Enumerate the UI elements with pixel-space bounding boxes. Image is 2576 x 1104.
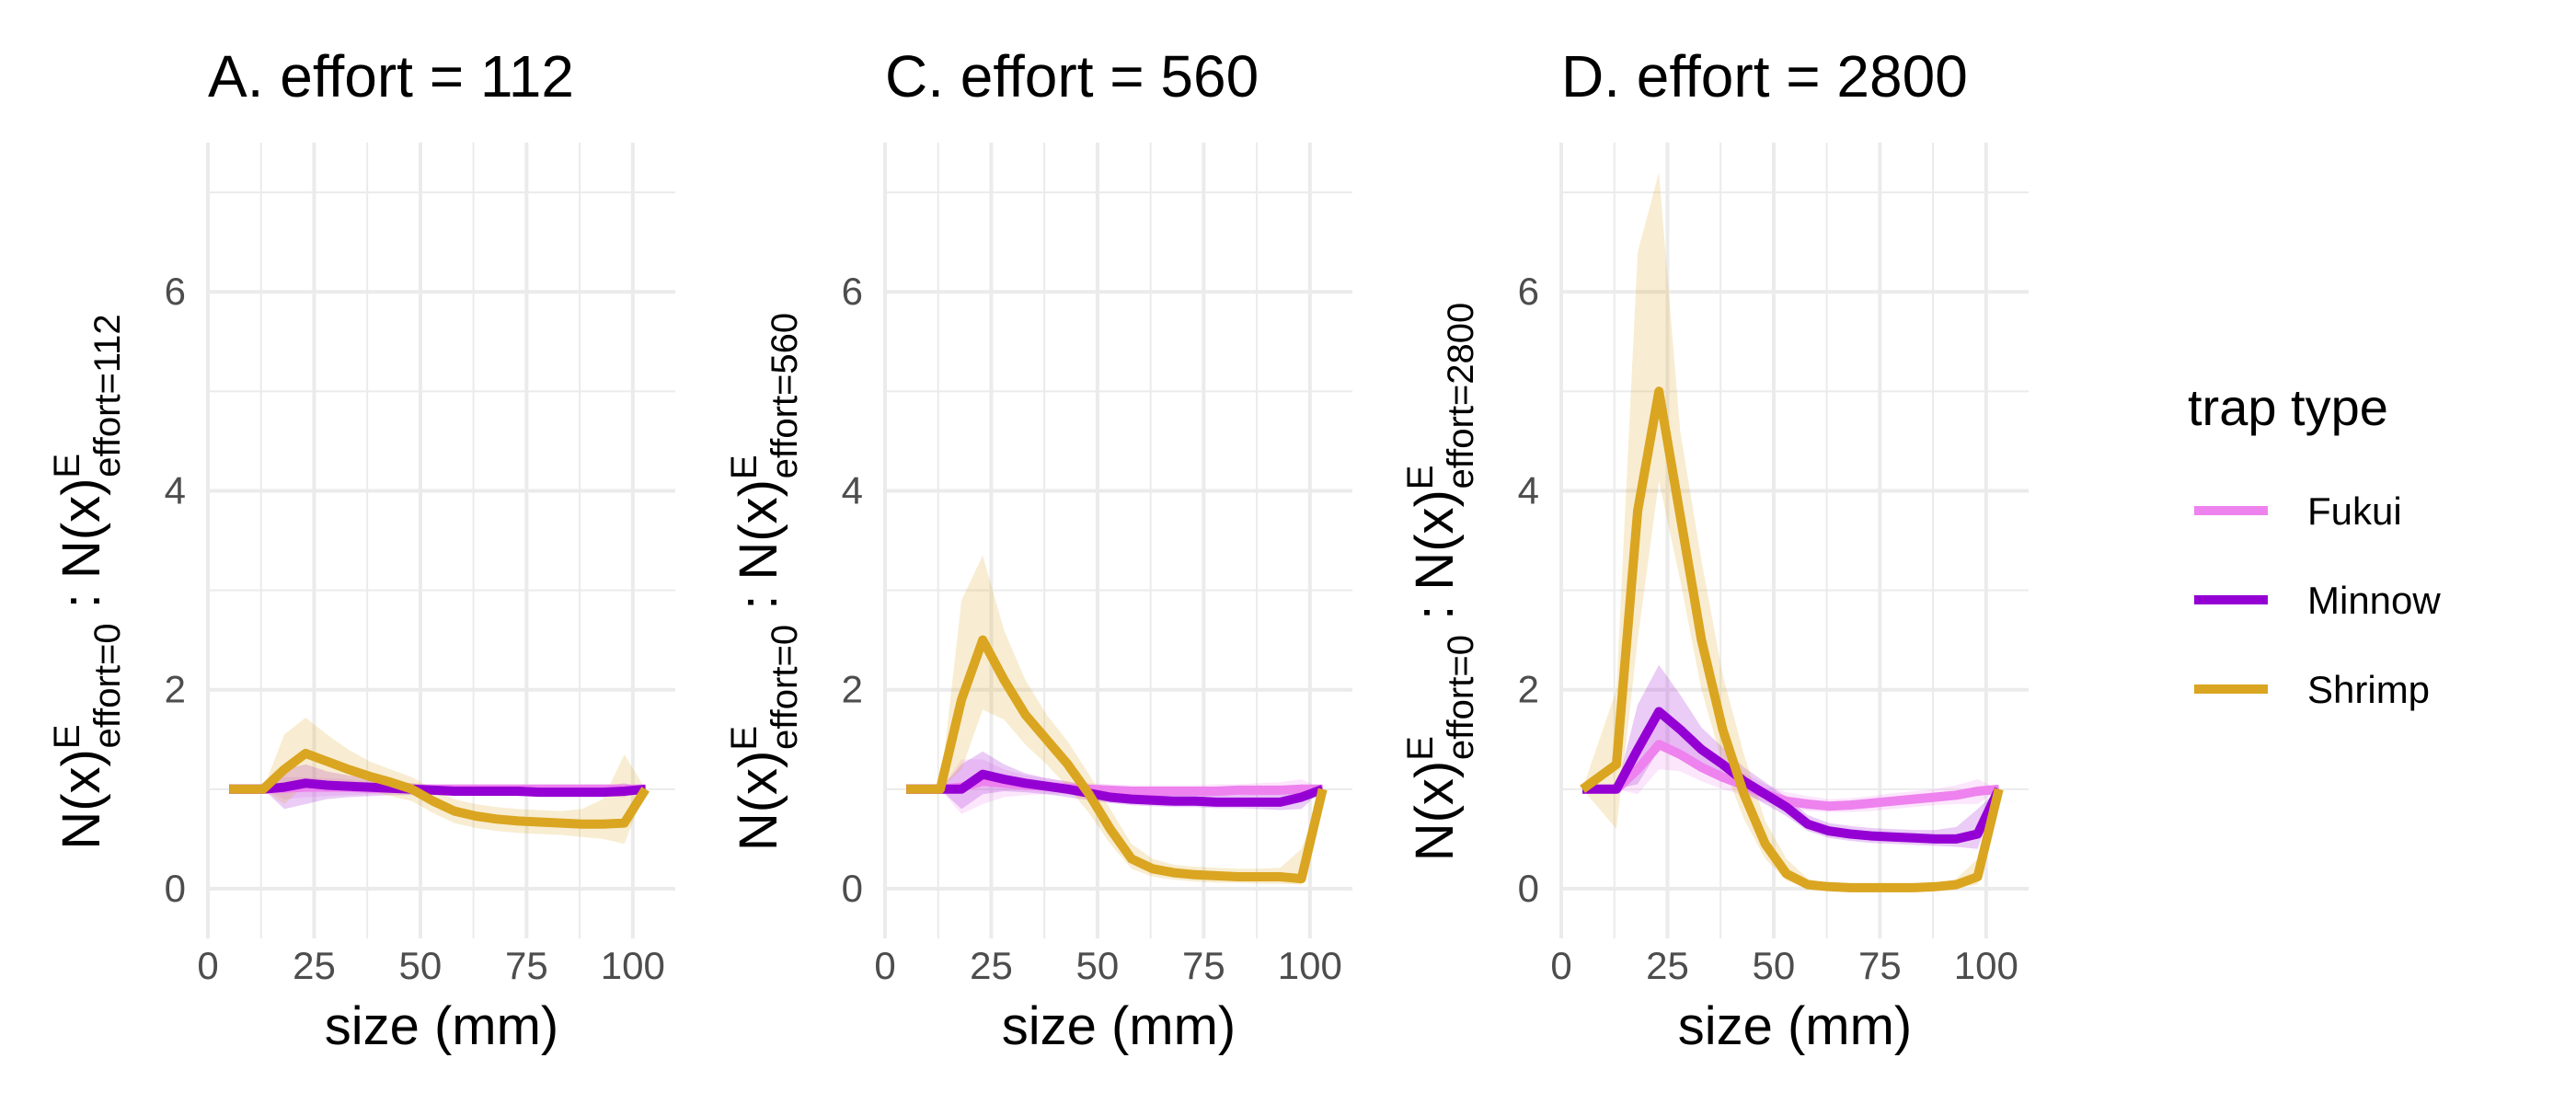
x-tick-label: 0 bbox=[874, 944, 895, 987]
x-axis-title: size (mm) bbox=[325, 996, 559, 1056]
panel-title: D. effort = 2800 bbox=[1561, 43, 1968, 109]
y-tick-label: 4 bbox=[1518, 468, 1539, 512]
x-tick-label: 25 bbox=[970, 944, 1013, 987]
panel-title: A. effort = 112 bbox=[208, 43, 574, 109]
y-axis-title-part: effort=2800 bbox=[1441, 303, 1481, 489]
y-axis-title-part: : bbox=[1405, 591, 1465, 635]
x-tick-label: 0 bbox=[197, 944, 218, 987]
x-tick-label: 50 bbox=[1076, 944, 1120, 987]
y-axis-title-part: effort=560 bbox=[765, 313, 805, 479]
x-tick-label: 75 bbox=[1858, 944, 1902, 987]
y-tick-label: 6 bbox=[842, 270, 863, 313]
y-axis-title: N(x)Eeffort=0 : N(x)Eeffort=2800 bbox=[1400, 303, 1481, 862]
y-axis-title-part: N(x) bbox=[52, 749, 111, 850]
y-tick-label: 0 bbox=[1518, 867, 1539, 910]
y-axis-title-part: N(x) bbox=[1405, 761, 1465, 862]
y-tick-label: 2 bbox=[1518, 668, 1539, 711]
x-tick-label: 100 bbox=[1278, 944, 1342, 987]
y-axis-title-part: : bbox=[52, 579, 111, 623]
y-tick-label: 0 bbox=[165, 867, 186, 910]
series-line-minnow bbox=[906, 769, 1325, 807]
y-axis-title-part: : bbox=[729, 581, 788, 625]
x-tick-label: 50 bbox=[1753, 944, 1796, 987]
ribbon-shrimp bbox=[229, 718, 646, 845]
series-line-fukui bbox=[906, 776, 1323, 796]
legend-item-shrimp: Shrimp bbox=[2194, 668, 2430, 711]
x-tick-label: 75 bbox=[1182, 944, 1225, 987]
y-axis-title-part: N(x) bbox=[1405, 489, 1465, 591]
y-tick-label: 4 bbox=[165, 468, 186, 512]
x-axis-title: size (mm) bbox=[1678, 996, 1913, 1056]
legend: trap type Fukui Minnow Shrimp bbox=[2188, 378, 2441, 711]
y-axis-title-part: effort=0 bbox=[765, 625, 805, 750]
series-line-minnow bbox=[1582, 707, 2004, 844]
y-axis-title-part: E bbox=[724, 726, 765, 751]
ribbon-minnow bbox=[1582, 664, 1999, 849]
y-axis-title-part: E bbox=[1400, 465, 1441, 489]
series-line-shrimp bbox=[229, 748, 650, 829]
series-line-fukui bbox=[1582, 740, 2000, 811]
series-line-shrimp bbox=[1580, 386, 2004, 892]
y-axis-title-part: E bbox=[47, 454, 87, 478]
y-axis-title-part: effort=0 bbox=[1441, 635, 1481, 760]
x-tick-label: 25 bbox=[293, 944, 336, 987]
panel-3: 0 25 50 75 100 0 2 4 6 D. effort = 2800 size (mm) N… bbox=[1400, 43, 2029, 1056]
y-axis-title-part: N(x) bbox=[52, 478, 111, 580]
series-line-shrimp bbox=[906, 635, 1328, 884]
x-tick-label: 100 bbox=[601, 944, 665, 987]
legend-item-fukui: Fukui bbox=[2194, 489, 2402, 533]
y-axis-title: N(x)Eeffort=0 : N(x)Eeffort=112 bbox=[47, 314, 128, 849]
y-axis-title-part: effort=112 bbox=[87, 314, 128, 477]
x-axis-title: size (mm) bbox=[1002, 996, 1236, 1056]
y-tick-label: 2 bbox=[842, 668, 863, 711]
panel-title: C. effort = 560 bbox=[885, 43, 1259, 109]
x-tick-label: 75 bbox=[505, 944, 548, 987]
panels: 0 25 50 75 100 0 2 4 6 A. effort = 112 size (mm) N(… bbox=[47, 43, 2029, 1056]
y-axis-title-part: N(x) bbox=[729, 479, 788, 581]
legend-label-fukui: Fukui bbox=[2307, 489, 2402, 533]
ribbon-shrimp bbox=[906, 555, 1323, 885]
x-tick-label: 100 bbox=[1954, 944, 2018, 987]
y-axis-title-part: E bbox=[1400, 736, 1441, 761]
y-axis-title: N(x)Eeffort=0 : N(x)Eeffort=560 bbox=[724, 313, 805, 851]
y-tick-label: 6 bbox=[1518, 270, 1539, 313]
x-tick-label: 25 bbox=[1646, 944, 1689, 987]
y-axis-title-part: N(x) bbox=[729, 751, 788, 852]
x-tick-label: 50 bbox=[399, 944, 443, 987]
y-axis-title-part: E bbox=[47, 724, 87, 749]
legend-title: trap type bbox=[2188, 378, 2388, 436]
y-tick-label: 0 bbox=[842, 867, 863, 910]
y-tick-label: 2 bbox=[165, 668, 186, 711]
series-line-minnow bbox=[229, 778, 647, 798]
x-tick-label: 0 bbox=[1550, 944, 1571, 987]
legend-label-minnow: Minnow bbox=[2307, 579, 2441, 622]
y-axis-title-part: E bbox=[724, 454, 765, 479]
y-tick-label: 6 bbox=[165, 270, 186, 313]
legend-item-minnow: Minnow bbox=[2194, 579, 2441, 622]
y-axis-title-part: effort=0 bbox=[87, 623, 128, 748]
panel-2: 0 25 50 75 100 0 2 4 6 C. effort = 560 size (mm) N(… bbox=[724, 43, 1352, 1056]
legend-label-shrimp: Shrimp bbox=[2307, 668, 2430, 711]
panel-1: 0 25 50 75 100 0 2 4 6 A. effort = 112 size (mm) N(… bbox=[47, 43, 675, 1056]
y-tick-label: 4 bbox=[842, 468, 863, 512]
